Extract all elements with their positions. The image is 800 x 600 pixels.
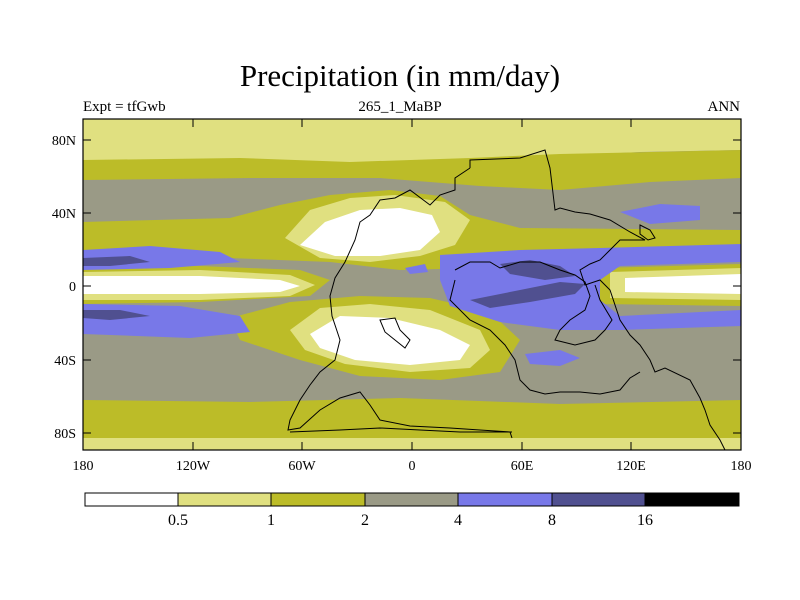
y-tick-label: 0 bbox=[69, 280, 76, 295]
coastline-east-arm bbox=[449, 279, 641, 395]
colorbar bbox=[84, 492, 740, 507]
colorbar-label: 2 bbox=[361, 512, 369, 529]
x-tick-label: 180 bbox=[73, 459, 94, 474]
x-tick-label: 120W bbox=[176, 459, 211, 474]
colorbar-bin-4 bbox=[457, 492, 553, 507]
x-tick-label: 0 bbox=[409, 459, 416, 474]
coastline-inland bbox=[454, 261, 613, 346]
field-north-core bbox=[500, 260, 575, 280]
field-north-mid bbox=[83, 150, 741, 190]
coastline-island-2 bbox=[639, 224, 656, 241]
field-asia-wet bbox=[620, 204, 700, 224]
field-pacific-core-north bbox=[83, 256, 150, 266]
coastline bbox=[469, 149, 726, 451]
field-equatorial-core bbox=[470, 282, 585, 308]
colorbar-label: 4 bbox=[454, 512, 462, 529]
colorbar-label: 0.5 bbox=[168, 512, 188, 529]
field-equator-desert bbox=[83, 276, 300, 294]
period-label: 265_1_MaBP bbox=[358, 99, 442, 115]
y-tick-label: 40S bbox=[54, 354, 76, 369]
x-tick-label: 60W bbox=[288, 459, 316, 474]
y-ticks bbox=[83, 139, 741, 434]
colorbar-bin-0 bbox=[84, 492, 179, 507]
season-label: ANN bbox=[707, 99, 741, 115]
x-tick-label: 180 bbox=[731, 459, 752, 474]
y-tick-label: 80N bbox=[52, 134, 76, 149]
colorbar-label: 1 bbox=[267, 512, 275, 529]
colorbar-label: 16 bbox=[637, 512, 653, 529]
colorbar-bin-2 bbox=[270, 492, 366, 507]
field-indian-wet bbox=[525, 350, 580, 366]
field-south-mid bbox=[83, 398, 741, 438]
coastline-west bbox=[287, 167, 513, 439]
field-small-wet bbox=[405, 264, 428, 274]
x-ticks bbox=[192, 119, 632, 450]
field-equator-east-desert bbox=[625, 274, 741, 294]
y-tick-label: 40N bbox=[52, 207, 76, 222]
colorbar-bin-3 bbox=[364, 492, 459, 507]
colorbar-label: 8 bbox=[548, 512, 556, 529]
colorbar-bin-1 bbox=[177, 492, 272, 507]
experiment-label: Expt = tfGwb bbox=[83, 99, 166, 115]
field-pacific-core-south bbox=[83, 310, 150, 320]
coastline-island-1 bbox=[379, 317, 411, 349]
chart-title: Precipitation (in mm/day) bbox=[239, 58, 561, 93]
colorbar-bin-6 bbox=[644, 492, 740, 507]
field-south-desert bbox=[310, 316, 470, 365]
field-north-desert bbox=[300, 208, 440, 256]
map-field bbox=[83, 119, 741, 450]
y-tick-label: 80S bbox=[54, 427, 76, 442]
field-north-band bbox=[83, 126, 741, 165]
coastline-southern bbox=[289, 427, 512, 433]
x-tick-label: 60E bbox=[511, 459, 534, 474]
x-tick-label: 120E bbox=[616, 459, 646, 474]
colorbar-bin-5 bbox=[551, 492, 646, 507]
